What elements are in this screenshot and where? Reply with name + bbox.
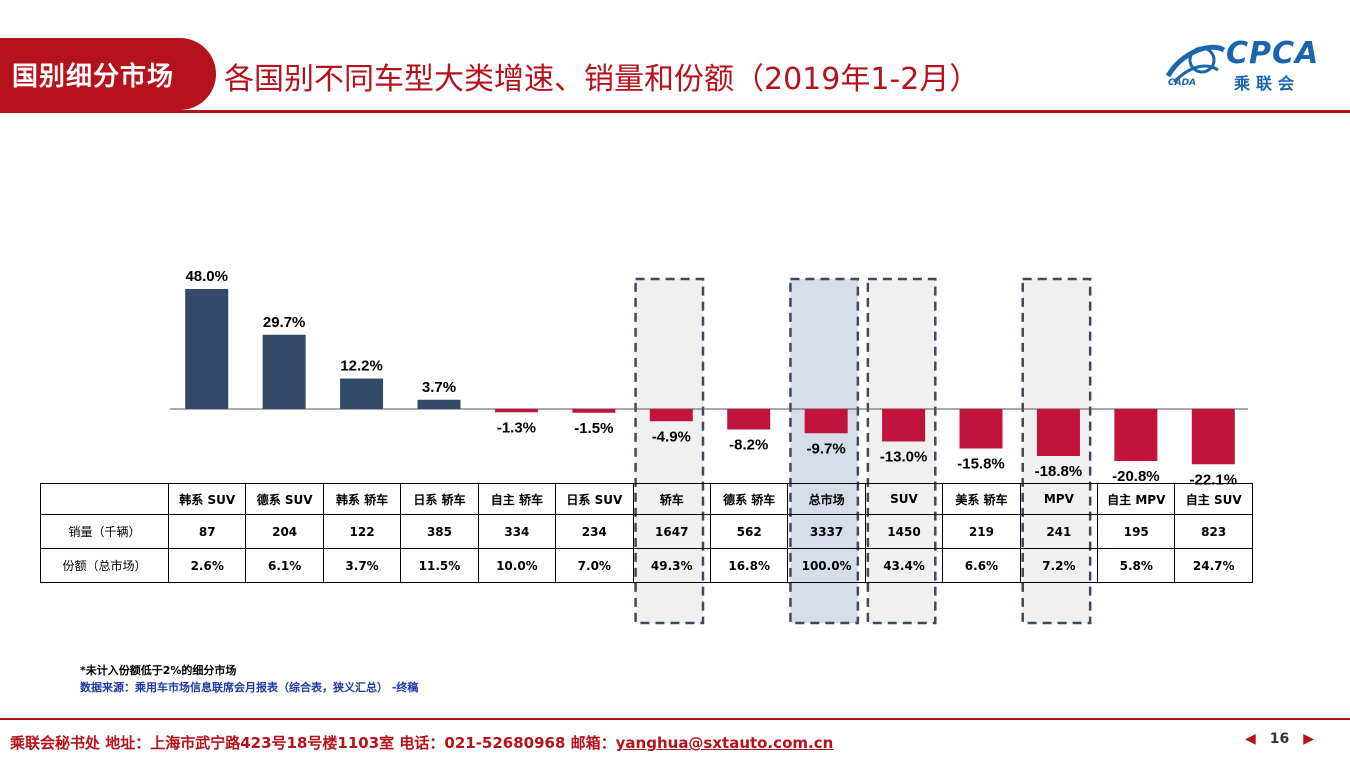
table-cell: 241 (1019, 514, 1099, 549)
footnote: *未计入份额低于2%的细分市场 (80, 664, 237, 677)
data-label: 29.7% (263, 314, 306, 331)
data-label: 12.2% (340, 358, 383, 375)
table-cell: 16.8% (709, 548, 789, 583)
table-cell: 2.6% (167, 548, 247, 583)
table-cell: 122 (322, 514, 402, 549)
bar (1114, 409, 1158, 461)
bar (649, 409, 693, 422)
table-cell: 3.7% (322, 548, 402, 583)
table-row: 销量（千辆） 87 204 122 385 334 234 1647 562 3337 1450 21… (40, 514, 1253, 549)
table-cell: 100.0% (787, 548, 866, 583)
table-cell: 11.5% (400, 548, 479, 583)
category-header: MPV (1019, 483, 1099, 515)
table-row: 份额（总市场） 2.6% 6.1% 3.7% 11.5% 10.0% 7.0% 49.3% 16… (40, 548, 1253, 583)
table-cell: 195 (1097, 514, 1176, 549)
bar (727, 409, 771, 430)
category-header: 德系 SUV (245, 483, 324, 515)
category-header: 自主 轿车 (477, 483, 557, 515)
data-source: 数据来源：乘用车市场信息联席会月报表（综合表，狭义汇总） -终稿 (80, 681, 419, 694)
bar (185, 289, 229, 409)
category-header: 德系 轿车 (709, 483, 789, 515)
data-label: 3.7% (422, 379, 456, 396)
table-cell: 5.8% (1097, 548, 1176, 583)
table-cell: 385 (400, 514, 479, 549)
table-cell: 3337 (787, 514, 866, 549)
bar (572, 409, 616, 413)
cada-logo-text: CADA (1168, 78, 1197, 88)
bar (959, 409, 1003, 449)
bar (494, 409, 538, 413)
bar (804, 409, 848, 434)
category-header: 韩系 SUV (167, 483, 247, 515)
table-cell: 1647 (632, 514, 711, 549)
bar (417, 399, 461, 409)
bar (1191, 409, 1235, 465)
page-number: 16 (1269, 731, 1290, 747)
table-cell: 823 (1174, 514, 1253, 549)
bar (1036, 409, 1080, 456)
cpca-logo-cn: 乘联会 (1234, 74, 1301, 93)
section-tag: 国别细分市场 (0, 38, 216, 110)
category-header: 自主 SUV (1174, 483, 1253, 515)
page-title: 各国别不同车型大类增速、销量和份额（2019年1-2月） (224, 62, 980, 97)
table-cell: 219 (942, 514, 1021, 549)
next-page-icon[interactable]: ▶ (1303, 731, 1315, 747)
bar (340, 378, 384, 409)
data-label: -13.0% (880, 449, 928, 466)
category-header: 日系 轿车 (400, 483, 479, 515)
table-cell: 6.6% (942, 548, 1021, 583)
footer-email-link[interactable]: yanghua@sxtauto.com.cn (615, 734, 834, 752)
category-header: 日系 SUV (555, 483, 634, 515)
category-header: 韩系 轿车 (322, 483, 402, 515)
row-label: 销量（千辆） (40, 514, 169, 549)
bar (882, 409, 926, 442)
data-label: -8.2% (729, 437, 768, 454)
footer-text: 乘联会秘书处 地址：上海市武宁路423号18号楼1103室 电话：021-526… (10, 734, 616, 752)
data-label: -1.5% (574, 420, 613, 437)
table-cell: 24.7% (1174, 548, 1253, 583)
row-label: 份额（总市场） (40, 548, 169, 583)
table-cell: 234 (555, 514, 634, 549)
bar (262, 334, 306, 409)
prev-page-icon[interactable]: ◀ (1245, 731, 1256, 747)
table-cell: 334 (477, 514, 557, 549)
table-cell: 10.0% (477, 548, 557, 583)
table-cell: 49.3% (632, 548, 711, 583)
table-cell: 43.4% (864, 548, 944, 583)
footer-divider (0, 718, 1350, 720)
pager: ◀ 16 ▶ (1245, 731, 1314, 747)
category-header: 自主 MPV (1097, 483, 1176, 515)
cpca-logo-text: CPCA (1226, 36, 1320, 71)
data-label: -9.7% (807, 440, 846, 457)
table-cell: 1450 (864, 514, 944, 549)
data-label: -1.3% (497, 419, 536, 436)
footer-contact: 乘联会秘书处 地址：上海市武宁路423号18号楼1103室 电话：021-526… (10, 732, 833, 753)
table-cell: 6.1% (245, 548, 324, 583)
data-label: -18.8% (1035, 463, 1083, 480)
table-cell: 562 (709, 514, 789, 549)
header-divider (0, 110, 1350, 113)
table-cell: 7.2% (1019, 548, 1099, 583)
table-cell: 204 (245, 514, 324, 549)
table-header-row: 韩系 SUV 德系 SUV 韩系 轿车 日系 轿车 自主 轿车 日系 SUV 轿车 德系 轿车… (40, 483, 1253, 515)
table-cell: 87 (167, 514, 247, 549)
category-header: 总市场 (787, 483, 866, 515)
category-header: SUV (864, 483, 944, 515)
data-table: 韩系 SUV 德系 SUV 韩系 轿车 日系 轿车 自主 轿车 日系 SUV 轿车 德系 轿车… (40, 483, 1253, 583)
table-cell: 7.0% (555, 548, 634, 583)
category-header: 轿车 (632, 483, 711, 515)
data-label: 48.0% (185, 268, 228, 285)
table-corner-cell (40, 483, 169, 515)
category-header: 美系 轿车 (942, 483, 1021, 515)
data-label: -4.9% (652, 428, 691, 445)
data-label: -15.8% (957, 456, 1005, 473)
cada-logo-icon (1165, 44, 1226, 84)
data-label: -20.8% (1112, 468, 1160, 485)
